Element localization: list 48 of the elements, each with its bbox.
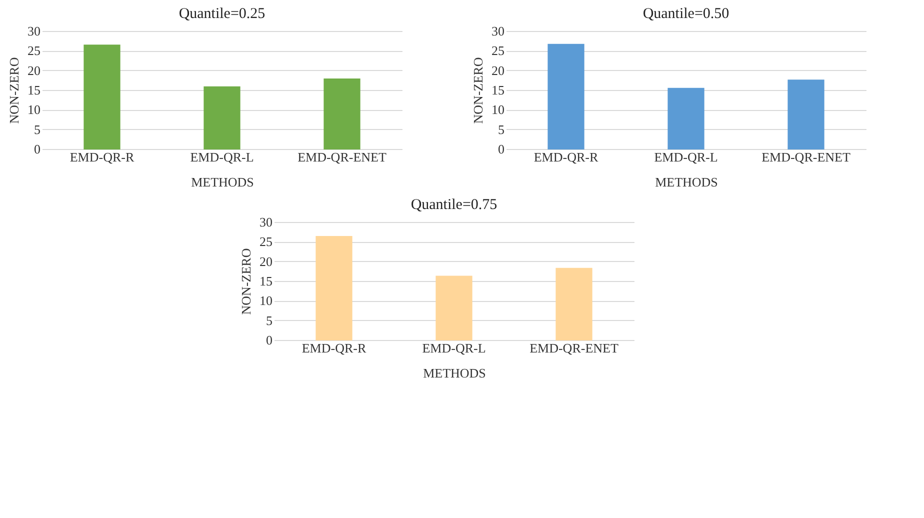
y-tick-label: 25 xyxy=(260,234,272,250)
x-axis-title: METHODS xyxy=(191,174,254,190)
y-tick-label: 10 xyxy=(260,293,272,308)
x-axis-title: METHODS xyxy=(423,366,486,380)
y-tick-label: 0 xyxy=(498,142,504,156)
x-tick-label: EMD-QR-R xyxy=(70,150,134,164)
x-tick-label: EMD-QR-ENET xyxy=(298,150,386,164)
bar xyxy=(316,236,352,340)
x-tick-label: EMD-QR-ENET xyxy=(530,340,618,356)
y-tick-label: 15 xyxy=(260,274,272,288)
x-tick-label: EMD-QR-L xyxy=(654,150,718,164)
x-tick-label: EMD-QR-ENET xyxy=(762,150,850,164)
y-axis-title: NON-ZERO xyxy=(6,57,22,124)
y-tick-label: 25 xyxy=(28,43,40,58)
y-tick-label: 15 xyxy=(492,82,504,98)
y-axis-title: NON-ZERO xyxy=(470,57,486,124)
x-tick-label: EMD-QR-R xyxy=(302,340,366,356)
y-tick-label: 30 xyxy=(28,24,40,38)
x-tick-label: EMD-QR-L xyxy=(422,340,486,356)
bar xyxy=(84,44,120,150)
bar xyxy=(204,86,240,150)
y-tick-label: 5 xyxy=(498,122,504,137)
y-tick-label: 20 xyxy=(492,62,504,78)
bar xyxy=(324,78,360,150)
bar xyxy=(556,268,592,340)
x-tick-label: EMD-QR-L xyxy=(190,150,254,164)
y-axis-title: NON-ZERO xyxy=(238,248,254,315)
y-tick-label: 10 xyxy=(28,102,40,118)
chart-title: Quantile=0.50 xyxy=(642,6,730,22)
chart-title: Quantile=0.25 xyxy=(178,6,266,22)
y-tick-label: 0 xyxy=(34,142,40,156)
bar xyxy=(668,88,704,150)
y-tick-label: 10 xyxy=(492,102,504,118)
bar xyxy=(788,80,824,150)
y-tick-label: 30 xyxy=(260,214,272,230)
y-tick-label: 25 xyxy=(492,43,504,58)
y-tick-label: 30 xyxy=(492,24,504,38)
y-tick-label: 5 xyxy=(266,312,272,328)
y-tick-label: 20 xyxy=(28,62,40,78)
y-tick-label: 20 xyxy=(260,254,272,269)
bar xyxy=(436,276,472,340)
y-tick-label: 0 xyxy=(266,332,272,348)
x-tick-label: EMD-QR-R xyxy=(534,150,598,164)
x-axis-title: METHODS xyxy=(655,174,718,190)
y-tick-label: 15 xyxy=(28,82,40,98)
bar xyxy=(548,44,584,150)
chart-title: Quantile=0.75 xyxy=(410,197,498,213)
y-tick-label: 5 xyxy=(34,122,40,137)
